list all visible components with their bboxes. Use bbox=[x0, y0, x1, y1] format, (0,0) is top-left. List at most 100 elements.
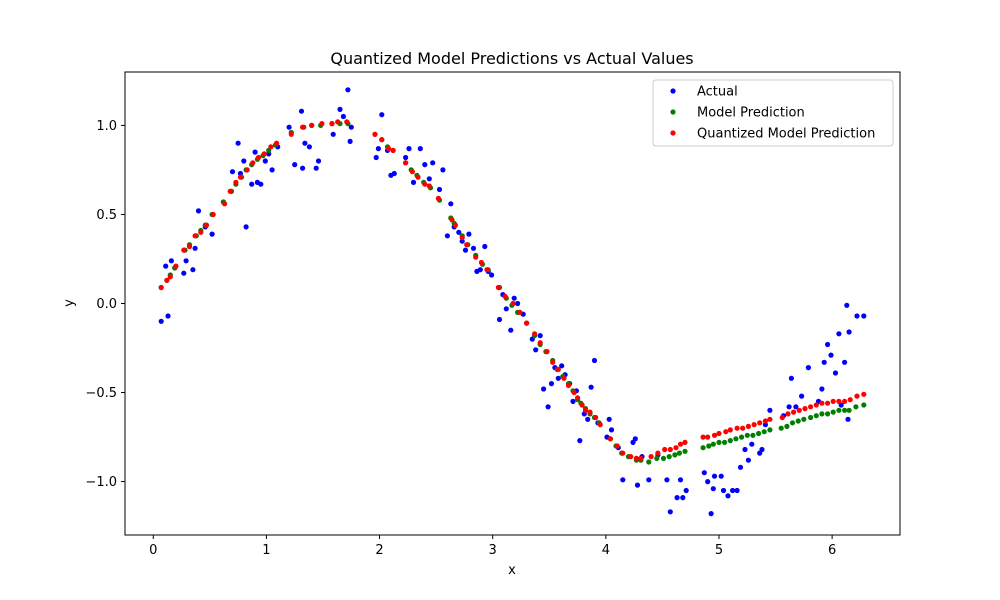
data-point bbox=[723, 429, 729, 435]
data-point bbox=[344, 119, 350, 125]
data-point bbox=[801, 416, 807, 422]
x-tick-label: 5 bbox=[715, 543, 723, 558]
data-point bbox=[192, 245, 198, 251]
data-point bbox=[244, 167, 250, 173]
data-point bbox=[243, 224, 249, 230]
x-tick-label: 4 bbox=[602, 543, 610, 558]
data-point bbox=[662, 446, 668, 453]
data-point bbox=[165, 313, 171, 319]
data-point bbox=[784, 423, 790, 429]
data-point bbox=[836, 398, 842, 404]
data-point bbox=[274, 140, 280, 146]
data-point bbox=[727, 438, 733, 444]
data-point bbox=[575, 395, 581, 401]
data-point bbox=[390, 147, 396, 153]
data-point bbox=[749, 441, 755, 447]
data-point bbox=[591, 357, 598, 364]
data-point bbox=[832, 370, 839, 376]
data-point bbox=[511, 295, 517, 301]
data-point bbox=[861, 313, 867, 319]
data-point bbox=[825, 400, 831, 406]
legend-label: Quantized Model Prediction bbox=[697, 127, 875, 142]
legend-marker bbox=[670, 88, 676, 94]
data-point bbox=[561, 375, 567, 381]
data-point bbox=[209, 231, 215, 237]
x-tick-label: 1 bbox=[262, 543, 270, 558]
data-point bbox=[683, 487, 689, 494]
data-point bbox=[722, 439, 728, 445]
data-point bbox=[406, 146, 412, 152]
data-point bbox=[565, 382, 572, 388]
data-point bbox=[761, 429, 767, 435]
data-point bbox=[756, 430, 762, 437]
data-point bbox=[762, 418, 769, 424]
data-point bbox=[335, 119, 341, 125]
data-point bbox=[403, 154, 409, 161]
data-point bbox=[203, 222, 210, 228]
data-point bbox=[190, 267, 196, 273]
series-2 bbox=[158, 119, 867, 461]
data-point bbox=[195, 208, 202, 214]
data-point bbox=[660, 455, 667, 461]
data-point bbox=[788, 375, 795, 381]
data-point bbox=[819, 400, 825, 406]
data-point bbox=[830, 409, 836, 415]
data-point bbox=[462, 247, 469, 253]
data-point bbox=[667, 446, 673, 453]
data-point bbox=[391, 170, 397, 177]
data-point bbox=[250, 160, 256, 166]
y-tick-label: 1.0 bbox=[96, 119, 117, 134]
legend-label: Actual bbox=[697, 85, 738, 100]
data-point bbox=[495, 284, 501, 291]
data-point bbox=[701, 470, 707, 476]
legend: Actual Model Prediction Quantized Model Pr… bbox=[652, 79, 894, 147]
data-point bbox=[778, 425, 784, 431]
data-point bbox=[315, 158, 322, 164]
data-point bbox=[767, 427, 773, 433]
y-tick-label: 0.0 bbox=[96, 297, 117, 312]
data-point bbox=[559, 363, 565, 369]
data-point bbox=[632, 436, 638, 442]
data-point bbox=[638, 455, 644, 461]
data-point bbox=[345, 87, 351, 93]
data-point bbox=[258, 181, 264, 187]
data-point bbox=[846, 329, 852, 335]
data-point bbox=[309, 122, 315, 128]
data-point bbox=[582, 407, 589, 413]
data-point bbox=[861, 391, 867, 397]
data-point bbox=[620, 450, 626, 456]
data-point bbox=[825, 341, 831, 348]
data-point bbox=[537, 333, 543, 339]
data-point bbox=[168, 258, 174, 264]
data-point bbox=[306, 144, 312, 150]
data-point bbox=[819, 386, 825, 392]
data-point bbox=[517, 309, 523, 315]
data-point bbox=[409, 169, 415, 175]
data-point bbox=[158, 284, 164, 291]
x-tick-label: 6 bbox=[828, 543, 836, 558]
data-point bbox=[510, 300, 516, 307]
data-point bbox=[825, 411, 831, 417]
data-point bbox=[288, 131, 294, 137]
data-point bbox=[503, 306, 509, 312]
data-point bbox=[793, 404, 799, 410]
data-point bbox=[456, 229, 462, 235]
data-point bbox=[666, 454, 672, 460]
data-point bbox=[502, 293, 508, 299]
data-point bbox=[648, 454, 654, 460]
data-point bbox=[716, 439, 722, 445]
data-point bbox=[233, 179, 239, 185]
data-point bbox=[711, 473, 718, 479]
data-point bbox=[158, 318, 164, 324]
data-point bbox=[733, 436, 739, 442]
data-point bbox=[846, 407, 852, 413]
data-point bbox=[608, 427, 615, 433]
data-point bbox=[847, 397, 853, 403]
data-point bbox=[489, 272, 495, 278]
data-point bbox=[725, 493, 731, 499]
data-point bbox=[164, 277, 170, 283]
data-point bbox=[744, 432, 750, 438]
data-point bbox=[515, 300, 521, 307]
data-point bbox=[375, 146, 381, 152]
x-axis-label: x bbox=[508, 563, 516, 578]
